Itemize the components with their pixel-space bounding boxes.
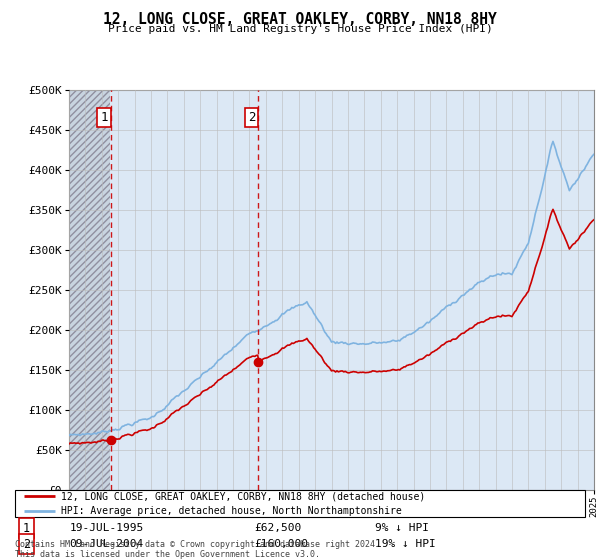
Text: HPI: Average price, detached house, North Northamptonshire: HPI: Average price, detached house, Nort… (61, 506, 402, 516)
Text: 09-JUL-2004: 09-JUL-2004 (70, 539, 144, 549)
Text: 12, LONG CLOSE, GREAT OAKLEY, CORBY, NN18 8HY (detached house): 12, LONG CLOSE, GREAT OAKLEY, CORBY, NN1… (61, 491, 425, 501)
Text: 12, LONG CLOSE, GREAT OAKLEY, CORBY, NN18 8HY: 12, LONG CLOSE, GREAT OAKLEY, CORBY, NN1… (103, 12, 497, 27)
Text: 9% ↓ HPI: 9% ↓ HPI (375, 524, 429, 534)
Text: Contains HM Land Registry data © Crown copyright and database right 2024.
This d: Contains HM Land Registry data © Crown c… (15, 540, 380, 559)
Text: Price paid vs. HM Land Registry's House Price Index (HPI): Price paid vs. HM Land Registry's House … (107, 24, 493, 34)
Text: £160,000: £160,000 (254, 539, 308, 549)
Text: £62,500: £62,500 (254, 524, 301, 534)
Text: 2: 2 (23, 538, 30, 551)
Text: 19-JUL-1995: 19-JUL-1995 (70, 524, 144, 534)
FancyBboxPatch shape (15, 491, 585, 516)
Text: 1: 1 (100, 111, 108, 124)
Text: 1: 1 (23, 522, 30, 535)
Text: 2: 2 (248, 111, 255, 124)
Text: 19% ↓ HPI: 19% ↓ HPI (375, 539, 436, 549)
